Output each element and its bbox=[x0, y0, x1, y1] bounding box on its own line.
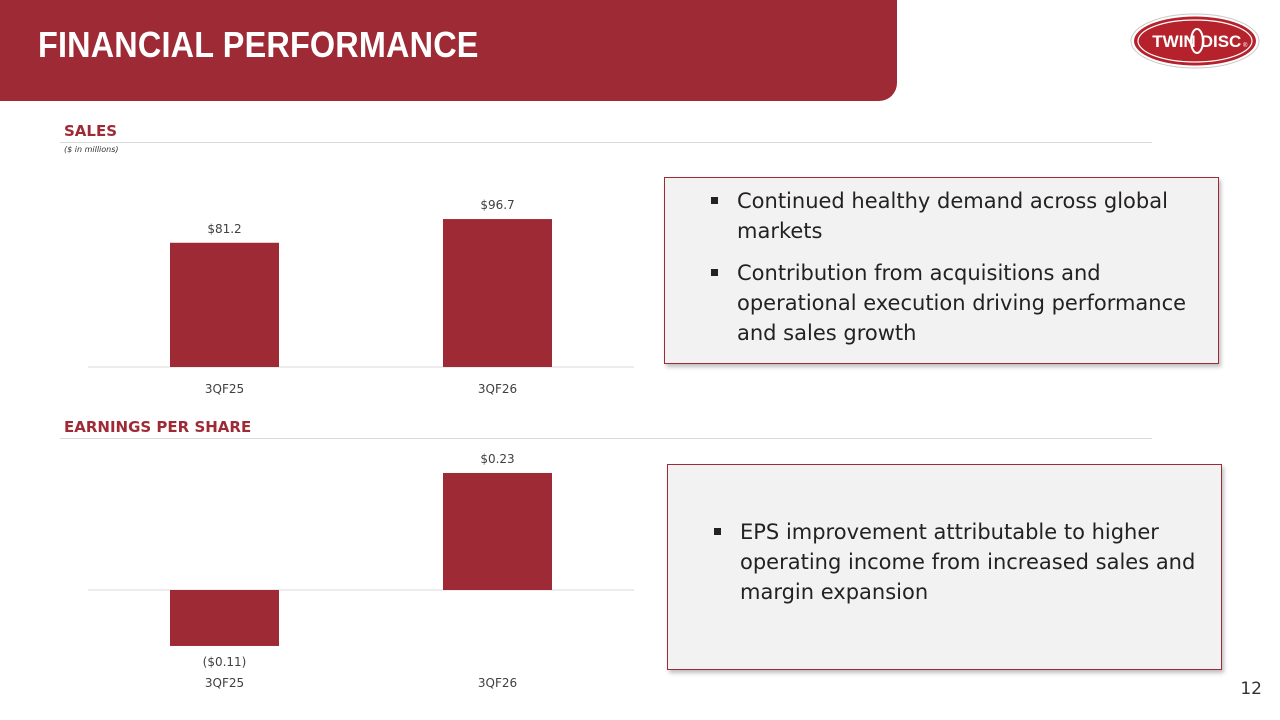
sales-commentary-list: Continued healthy demand across global m… bbox=[665, 178, 1218, 348]
sales-data-label: $96.7 bbox=[480, 198, 514, 212]
square-bullet-icon bbox=[714, 528, 721, 535]
eps-category-label: 3QF25 bbox=[205, 676, 244, 690]
sales-category-label: 3QF26 bbox=[478, 382, 517, 396]
eps-data-label: ($0.11) bbox=[203, 655, 247, 669]
sales-bar bbox=[170, 242, 279, 367]
header-band: FINANCIAL PERFORMANCE bbox=[0, 0, 897, 101]
eps-data-label: $0.23 bbox=[480, 452, 514, 466]
page-title: FINANCIAL PERFORMANCE bbox=[38, 24, 479, 65]
square-bullet-icon bbox=[711, 197, 718, 204]
sales-commentary-item: Contribution from acquisitions and opera… bbox=[709, 258, 1198, 348]
sales-section-divider bbox=[60, 142, 1152, 143]
logo-text-right: DISC bbox=[1201, 32, 1242, 51]
sales-category-label: 3QF25 bbox=[205, 382, 244, 396]
eps-commentary-item: EPS improvement attributable to higher o… bbox=[712, 517, 1201, 607]
logo-registered-mark: ® bbox=[1243, 42, 1248, 49]
eps-bar bbox=[443, 472, 552, 590]
eps-section-title: EARNINGS PER SHARE bbox=[64, 418, 252, 436]
sales-data-label: $81.2 bbox=[207, 222, 241, 236]
sales-commentary-text: Continued healthy demand across global m… bbox=[737, 189, 1168, 243]
eps-commentary-box: EPS improvement attributable to higher o… bbox=[667, 464, 1222, 670]
sales-bar-chart: $81.2 3QF25 $96.7 3QF26 bbox=[88, 198, 634, 396]
logo-text-left: TWIN bbox=[1152, 32, 1195, 51]
eps-category-label: 3QF26 bbox=[478, 676, 517, 690]
eps-commentary-list: EPS improvement attributable to higher o… bbox=[668, 465, 1221, 607]
sales-bar bbox=[443, 219, 552, 367]
sales-commentary-box: Continued healthy demand across global m… bbox=[664, 177, 1219, 364]
sales-commentary-item: Continued healthy demand across global m… bbox=[709, 186, 1198, 246]
eps-commentary-text: EPS improvement attributable to higher o… bbox=[740, 520, 1196, 604]
twin-disc-logo: TWIN DISC ® bbox=[1130, 13, 1260, 69]
square-bullet-icon bbox=[711, 269, 718, 276]
page-number: 12 bbox=[1240, 679, 1262, 699]
sales-section-subtitle: ($ in millions) bbox=[64, 145, 119, 154]
eps-bar-chart: ($0.11) 3QF25 $0.23 3QF26 bbox=[88, 452, 634, 690]
sales-section-title: SALES bbox=[64, 122, 118, 140]
eps-bar bbox=[170, 590, 279, 646]
eps-section-divider bbox=[60, 438, 1152, 439]
sales-commentary-text: Contribution from acquisitions and opera… bbox=[737, 261, 1187, 345]
